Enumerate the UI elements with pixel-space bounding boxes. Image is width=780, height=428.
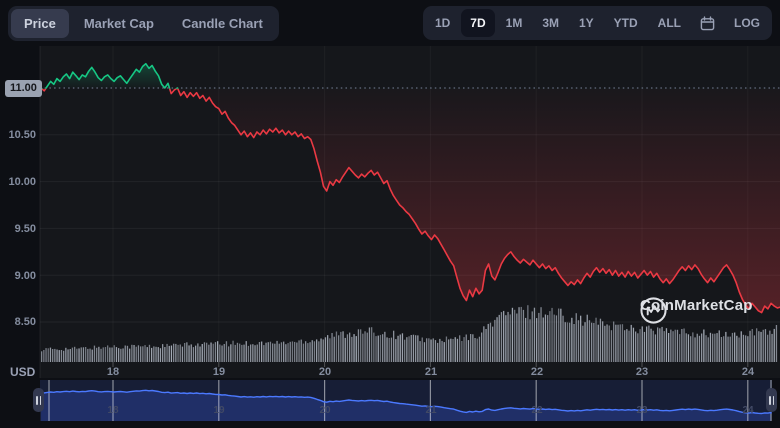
- range-3m[interactable]: 3M: [542, 16, 559, 30]
- navigator-chart[interactable]: [0, 378, 780, 428]
- y-axis-label: 8.50: [14, 316, 36, 328]
- tab-price[interactable]: Price: [11, 8, 69, 38]
- y-axis-label: 9.50: [14, 223, 36, 235]
- x-axis-label: 23: [635, 366, 649, 378]
- navigator-label: 20: [319, 405, 331, 416]
- range-7d[interactable]: 7D: [461, 9, 495, 37]
- x-axis-label: 21: [424, 366, 438, 378]
- tab-candle-chart[interactable]: Candle Chart: [181, 15, 263, 31]
- main-chart-area: 11.00 10.50 10.00 9.50 9.00 8.50 USD 18 …: [0, 46, 780, 379]
- range-1y[interactable]: 1Y: [578, 16, 594, 30]
- chart-toolbar: Price Market Cap Candle Chart 1D 7D 1M 3…: [0, 0, 780, 46]
- navigator-label: 19: [213, 405, 225, 416]
- navigator-label: 24: [742, 405, 754, 416]
- calendar-icon[interactable]: [692, 10, 723, 37]
- navigator-label: 22: [531, 405, 543, 416]
- y-axis-label: 10.50: [8, 129, 36, 141]
- x-axis-label: 22: [530, 366, 544, 378]
- navigator-label: 21: [425, 405, 437, 416]
- x-axis-label: 18: [106, 366, 120, 378]
- log-scale-toggle[interactable]: LOG: [734, 16, 760, 30]
- navigator-left-handle[interactable]: [33, 388, 44, 412]
- navigator-label: 18: [107, 405, 119, 416]
- y-axis-label: 9.00: [14, 270, 36, 282]
- currency-label: USD: [10, 365, 36, 379]
- x-axis-label: 24: [741, 366, 755, 378]
- price-chart[interactable]: [0, 46, 780, 378]
- x-axis-label: 20: [318, 366, 332, 378]
- navigator-label: 23: [636, 405, 648, 416]
- chart-type-tabs: Price Market Cap Candle Chart: [8, 5, 279, 41]
- range-1d[interactable]: 1D: [434, 16, 451, 30]
- open-price-badge: 11.00: [5, 80, 42, 97]
- x-axis-label: 19: [212, 366, 226, 378]
- range-all[interactable]: ALL: [657, 16, 681, 30]
- y-axis-label: 10.00: [8, 176, 36, 188]
- range-ytd[interactable]: YTD: [613, 16, 638, 30]
- tab-market-cap[interactable]: Market Cap: [83, 15, 154, 31]
- navigator-right-handle[interactable]: [766, 388, 777, 412]
- range-selector: 1D 7D 1M 3M 1Y YTD ALL LOG: [422, 6, 772, 40]
- range-1m[interactable]: 1M: [505, 16, 523, 30]
- navigator: 18 19 20 21 22 23 24: [0, 378, 780, 428]
